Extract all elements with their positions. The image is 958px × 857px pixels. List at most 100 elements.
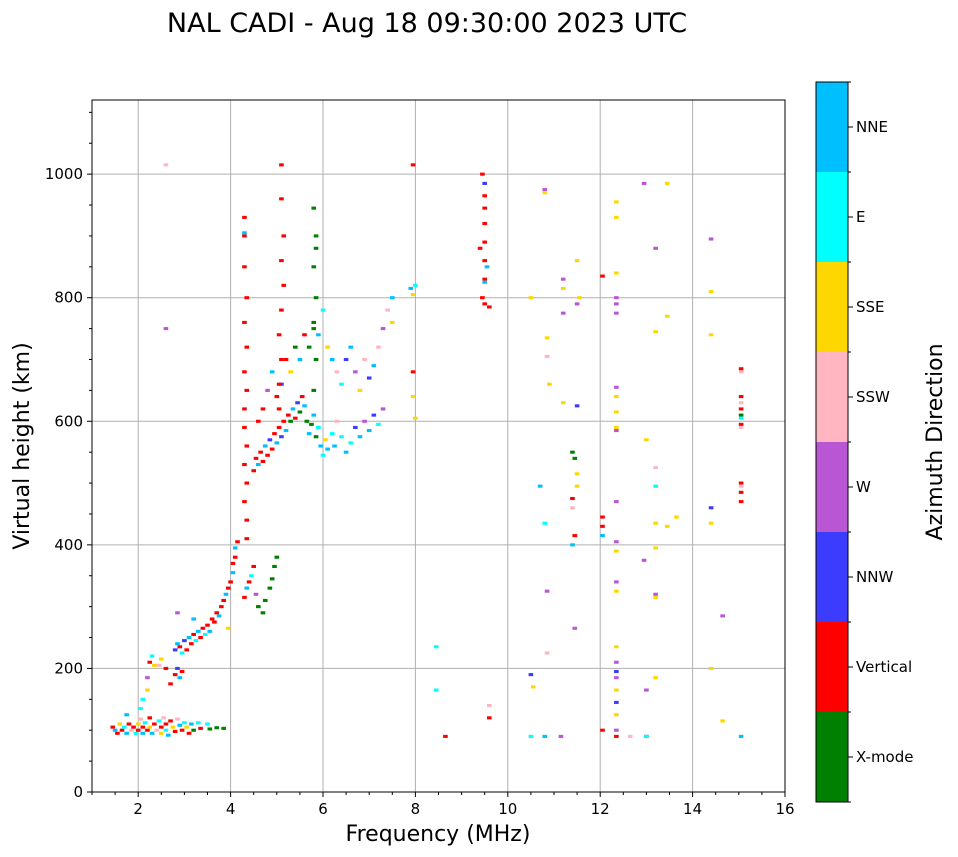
colorbar-label: SSE <box>856 298 885 316</box>
echo-point <box>244 388 250 392</box>
echo-point <box>560 401 566 405</box>
echo-point <box>664 181 670 185</box>
echo-point <box>627 734 633 738</box>
echo-point <box>614 688 619 692</box>
echo-point <box>708 521 714 525</box>
echo-point <box>244 518 250 522</box>
echo-point <box>574 404 580 408</box>
echo-point <box>738 401 744 405</box>
echo-point <box>179 728 185 732</box>
echo-point <box>207 727 213 731</box>
echo-point <box>410 293 416 297</box>
echo-point <box>256 462 261 467</box>
echo-point <box>542 521 548 525</box>
echo-point <box>279 163 284 167</box>
echo-point <box>110 725 116 729</box>
echo-point <box>380 327 386 331</box>
echo-point <box>235 540 240 544</box>
echo-point <box>371 364 377 368</box>
echo-point <box>484 265 490 269</box>
echo-point <box>339 435 344 439</box>
echo-point <box>260 611 266 615</box>
echo-point <box>614 540 619 544</box>
echo-point <box>191 632 196 636</box>
echo-point <box>574 302 580 306</box>
echo-point <box>223 592 229 596</box>
echo-point <box>152 663 157 667</box>
echo-point <box>242 407 247 411</box>
echo-point <box>163 327 169 331</box>
echo-point <box>216 614 222 618</box>
echo-point <box>124 731 129 735</box>
echo-point <box>279 435 284 439</box>
echo-point <box>544 354 550 358</box>
echo-point <box>614 580 619 584</box>
echo-point <box>738 734 744 738</box>
echo-point <box>614 676 619 680</box>
echo-point <box>225 586 231 590</box>
echo-point <box>614 728 619 732</box>
echo-point <box>195 629 201 633</box>
echo-point <box>572 456 578 460</box>
echo-point <box>325 447 330 451</box>
colorbar: X-mode Vertical NNW W SSW SSE E NNE <box>815 81 913 803</box>
colorbar-swatch <box>816 622 848 712</box>
echo-point <box>644 734 649 738</box>
echo-point <box>209 617 215 621</box>
echo-point <box>408 286 414 290</box>
echo-point <box>265 453 270 457</box>
x-tick-label: 16 <box>775 800 794 818</box>
echo-point <box>135 722 141 726</box>
colorbar-label: SSW <box>856 388 890 406</box>
echo-point <box>163 728 169 732</box>
echo-point <box>482 259 488 263</box>
echo-point <box>133 731 139 735</box>
echo-point <box>558 734 564 738</box>
echo-point <box>614 429 619 433</box>
echo-point <box>292 416 298 420</box>
echo-point <box>738 425 744 430</box>
echo-point <box>600 534 605 538</box>
echo-point <box>570 506 575 510</box>
echo-point <box>131 725 136 729</box>
echo-point <box>281 234 287 238</box>
echo-point <box>193 639 199 643</box>
echo-point <box>738 416 744 420</box>
echo-point <box>738 484 744 488</box>
echo-point <box>708 506 714 510</box>
echo-point <box>528 296 534 300</box>
echo-point <box>482 181 488 185</box>
echo-point <box>574 472 580 476</box>
echo-point <box>182 721 187 725</box>
echo-point <box>145 688 150 692</box>
echo-point <box>530 685 536 689</box>
echo-point <box>256 419 261 423</box>
y-tick-label: 800 <box>54 289 83 307</box>
echo-point <box>480 172 485 176</box>
colorbar-label: NNE <box>856 118 888 136</box>
echo-point <box>288 370 293 374</box>
echo-point <box>653 466 658 470</box>
echo-point <box>313 435 319 439</box>
echo-point <box>380 407 386 411</box>
echo-point <box>410 395 416 399</box>
echo-point <box>644 438 649 442</box>
echo-point <box>269 577 275 581</box>
echo-point <box>269 370 275 374</box>
echo-point <box>528 734 534 738</box>
echo-point <box>230 561 236 565</box>
echo-point <box>311 206 317 210</box>
echo-point <box>433 645 439 649</box>
x-tick-label: 2 <box>133 800 143 818</box>
x-tick-label: 10 <box>498 800 517 818</box>
echo-point <box>202 632 208 636</box>
echo-point <box>242 595 247 599</box>
echo-point <box>614 500 619 504</box>
echo-point <box>339 382 344 386</box>
echo-point <box>376 345 381 349</box>
echo-point <box>163 666 169 670</box>
echo-point <box>244 345 250 349</box>
echo-point <box>145 728 150 732</box>
echo-point <box>191 617 196 621</box>
echo-point <box>482 240 488 244</box>
